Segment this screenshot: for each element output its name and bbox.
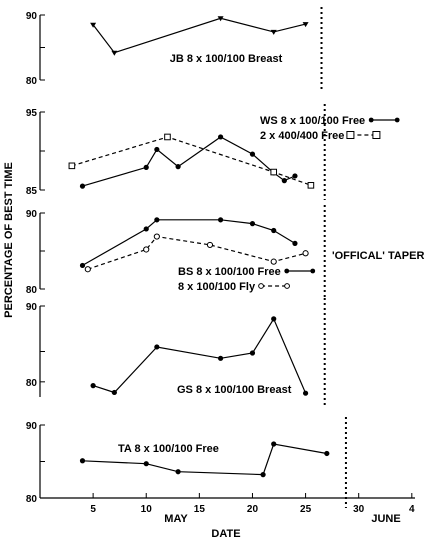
x-axis-month-june: JUNE bbox=[371, 513, 400, 525]
x-tick-label: 10 bbox=[141, 504, 153, 515]
data-point bbox=[154, 344, 160, 350]
data-point bbox=[90, 22, 97, 28]
x-tick-label: 15 bbox=[194, 504, 206, 515]
data-point bbox=[111, 50, 118, 56]
data-point bbox=[270, 29, 277, 35]
data-point bbox=[281, 178, 287, 184]
data-point bbox=[175, 164, 181, 170]
data-point bbox=[302, 390, 309, 396]
data-point bbox=[270, 168, 278, 176]
data-point bbox=[217, 355, 224, 361]
data-point bbox=[307, 182, 315, 189]
x-tick-label: 20 bbox=[247, 504, 259, 515]
legend-label: BS 8 x 100/100 Free bbox=[178, 266, 281, 278]
legend-marker bbox=[394, 117, 400, 123]
panel-ws: 85 95 WS 8 x 100/100 Free 2 x 400/400 Free bbox=[26, 104, 400, 200]
x-tick-label: 30 bbox=[353, 504, 365, 515]
data-point bbox=[249, 151, 256, 157]
panel-bs: 80 90 BS 8 x 100/100 Free 8 x 100/100 Fly bbox=[26, 205, 326, 299]
y-tick-label: 80 bbox=[26, 285, 38, 296]
data-point bbox=[302, 22, 309, 28]
y-tick-label: 90 bbox=[26, 11, 38, 22]
data-point bbox=[111, 389, 117, 396]
data-point bbox=[324, 450, 330, 457]
legend-marker bbox=[284, 268, 290, 274]
y-axis-title: PERCENTAGE OF BEST TIME bbox=[3, 162, 15, 318]
x-tick-label: 5 bbox=[90, 504, 96, 515]
data-point bbox=[143, 226, 149, 232]
series-line bbox=[82, 443, 327, 476]
series-label: TA 8 x 100/100 Free bbox=[118, 443, 219, 455]
legend-label: 8 x 100/100 Fly bbox=[178, 281, 256, 293]
x-tick-label: 4 bbox=[409, 504, 415, 515]
taper-label: 'OFFICAL' TAPER bbox=[332, 250, 424, 262]
y-tick-label: 90 bbox=[26, 421, 38, 432]
legend-label: 2 x 400/400 Free bbox=[260, 130, 344, 142]
x-tick-label: 25 bbox=[300, 504, 312, 515]
series-label: JB 8 x 100/100 Breast bbox=[170, 53, 283, 65]
data-point bbox=[175, 469, 181, 475]
data-point bbox=[79, 183, 86, 189]
y-tick-label: 80 bbox=[26, 378, 38, 389]
legend-marker bbox=[368, 117, 374, 123]
series-line bbox=[82, 219, 296, 266]
legend-marker bbox=[258, 283, 264, 289]
data-point bbox=[270, 258, 277, 265]
data-point bbox=[143, 246, 150, 253]
data-point bbox=[217, 134, 224, 140]
data-point bbox=[271, 316, 277, 322]
data-point bbox=[143, 164, 149, 170]
legend-marker bbox=[284, 283, 290, 289]
legend-marker bbox=[310, 268, 316, 274]
data-point bbox=[292, 240, 298, 246]
legend-marker bbox=[346, 131, 355, 139]
data-point bbox=[143, 461, 149, 467]
x-axis-month-may: MAY bbox=[164, 513, 188, 525]
data-point bbox=[271, 227, 277, 234]
y-tick-label: 90 bbox=[26, 302, 38, 313]
y-tick-label: 85 bbox=[26, 186, 38, 197]
y-tick-label: 95 bbox=[26, 108, 38, 119]
data-point bbox=[79, 458, 86, 464]
series-label: GS 8 x 100/100 Breast bbox=[177, 384, 292, 396]
series-line bbox=[92, 317, 307, 394]
data-point bbox=[249, 350, 256, 356]
panel-ta: 80 90 5 10 15 20 25 30 4 TA 8 x 100/100 Free bbox=[26, 417, 415, 515]
data-point bbox=[302, 250, 309, 257]
panel-gs: 80 90 GS 8 x 100/100 Breast bbox=[26, 298, 326, 407]
data-point bbox=[154, 146, 160, 153]
series-line bbox=[87, 235, 306, 270]
panel-jb: 80 90 JB 8 x 100/100 Breast bbox=[26, 7, 323, 90]
y-tick-label: 80 bbox=[26, 76, 38, 87]
data-point bbox=[260, 472, 266, 478]
legend-label: WS 8 x 100/100 Free bbox=[260, 115, 365, 127]
y-tick-label: 80 bbox=[26, 494, 38, 505]
data-point bbox=[79, 262, 86, 269]
data-point bbox=[153, 233, 160, 240]
y-tick-label: 90 bbox=[26, 209, 38, 220]
data-point bbox=[271, 441, 277, 447]
series-line bbox=[71, 136, 312, 186]
data-point bbox=[249, 221, 256, 227]
data-point bbox=[154, 217, 160, 223]
data-point bbox=[206, 241, 214, 249]
data-point bbox=[68, 162, 76, 170]
chart-panels: 80 90 JB 8 x 100/100 Breast 85 95 WS 8 x 100/… bbox=[26, 7, 415, 515]
data-point bbox=[217, 217, 224, 223]
data-point bbox=[292, 173, 298, 179]
x-axis-title: DATE bbox=[211, 528, 240, 540]
data-point bbox=[84, 266, 91, 273]
legend-marker bbox=[372, 131, 381, 139]
series-line bbox=[92, 17, 306, 54]
data-point bbox=[217, 16, 224, 22]
data-point bbox=[164, 133, 171, 141]
data-point bbox=[90, 383, 96, 389]
